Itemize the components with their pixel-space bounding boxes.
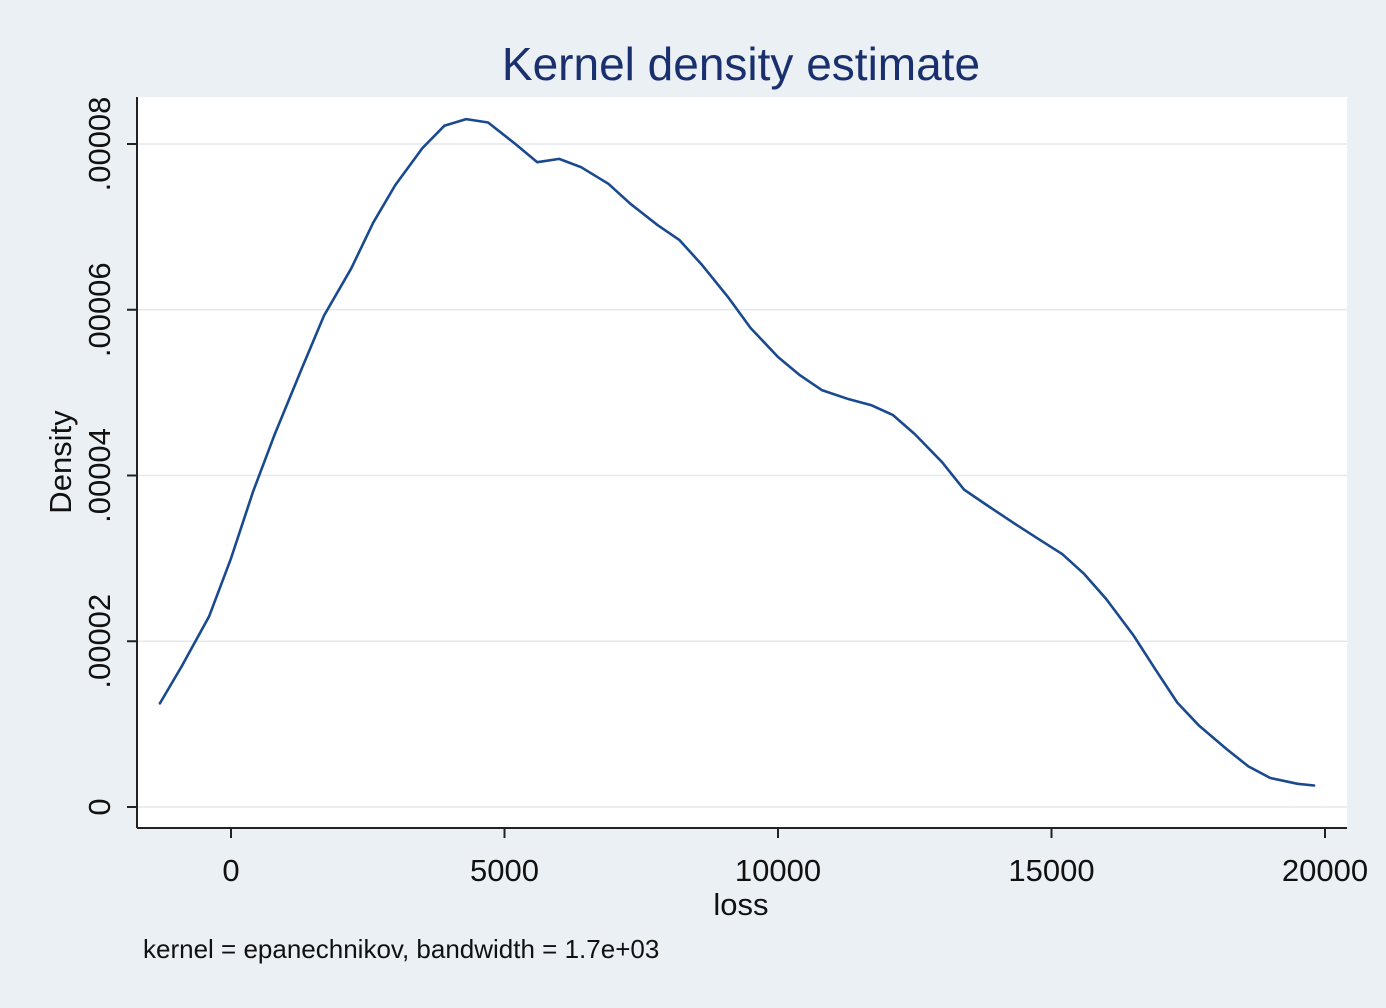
y-tick-label: 0 (82, 798, 117, 815)
density-curve (158, 117, 1316, 787)
y-tick-label: .00004 (82, 428, 117, 523)
x-tick-label: 15000 (1008, 853, 1094, 888)
gridlines (137, 143, 1347, 808)
y-tick-label: .00006 (82, 262, 117, 357)
y-tick-label: .00002 (82, 594, 117, 689)
y-tick-label: .00008 (82, 97, 117, 192)
x-axis-title: loss (713, 887, 768, 922)
x-axis-ticks: 0 5000 10000 15000 20000 (222, 828, 1368, 888)
x-tick-label: 0 (222, 853, 239, 888)
x-tick-label: 10000 (735, 853, 821, 888)
x-tick-label: 5000 (470, 853, 539, 888)
x-tick-label: 20000 (1282, 853, 1368, 888)
kernel-note: kernel = epanechnikov, bandwidth = 1.7e+… (143, 934, 659, 964)
y-axis-title: Density (43, 410, 78, 514)
y-axis-ticks: 0 .00002 .00004 .00006 .00008 (82, 97, 137, 816)
plot-area (137, 97, 1347, 828)
chart-title: Kernel density estimate (502, 38, 980, 90)
